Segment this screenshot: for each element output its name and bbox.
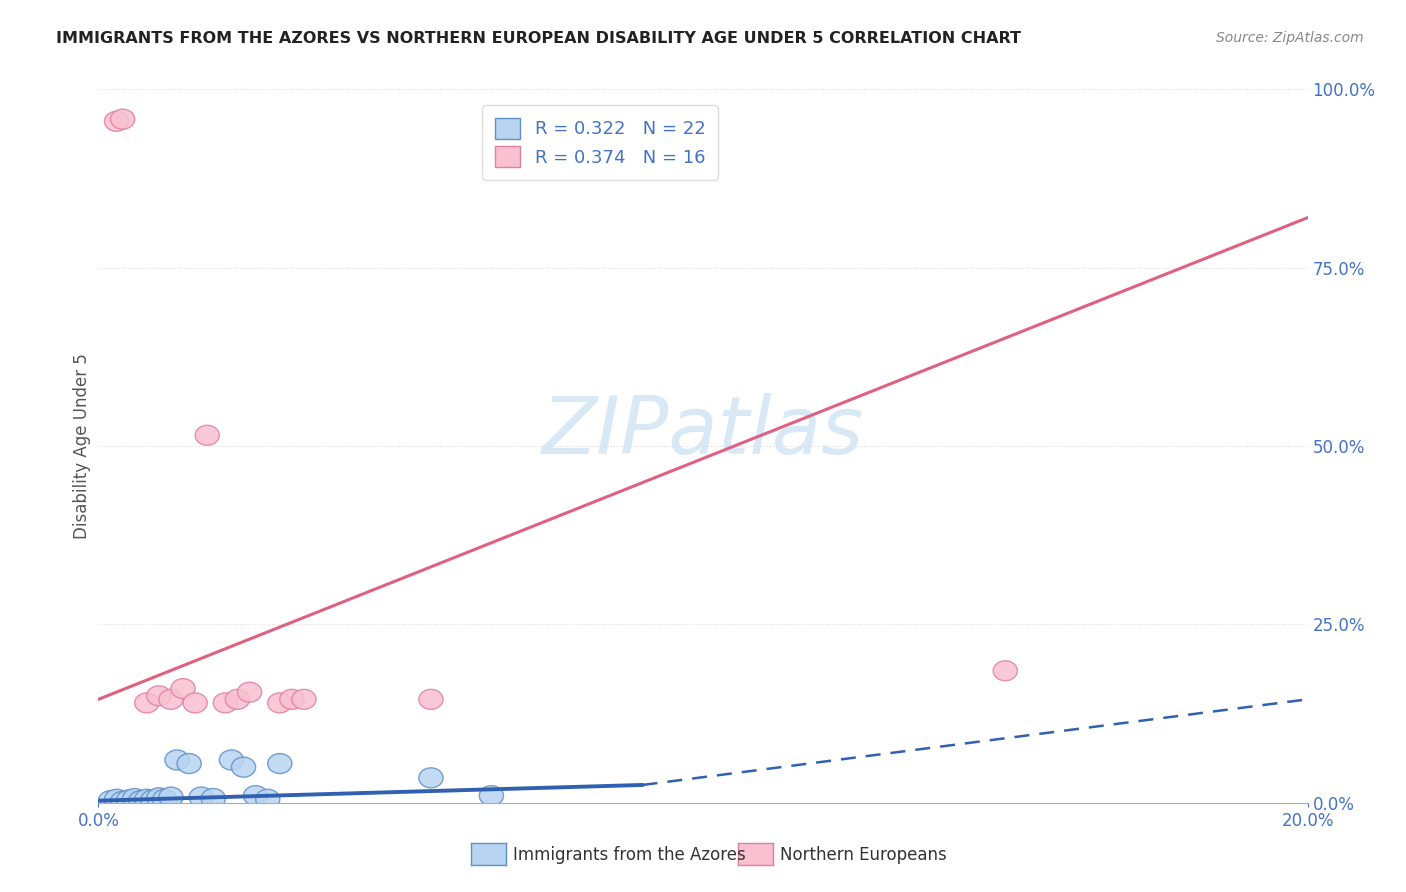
Ellipse shape bbox=[135, 693, 159, 713]
Ellipse shape bbox=[172, 679, 195, 698]
Ellipse shape bbox=[135, 789, 159, 809]
Ellipse shape bbox=[267, 693, 292, 713]
Text: IMMIGRANTS FROM THE AZORES VS NORTHERN EUROPEAN DISABILITY AGE UNDER 5 CORRELATI: IMMIGRANTS FROM THE AZORES VS NORTHERN E… bbox=[56, 31, 1021, 46]
Ellipse shape bbox=[292, 690, 316, 709]
Text: ZIPatlas: ZIPatlas bbox=[541, 392, 865, 471]
Ellipse shape bbox=[159, 690, 183, 709]
Ellipse shape bbox=[141, 790, 165, 810]
Ellipse shape bbox=[165, 750, 190, 770]
Ellipse shape bbox=[256, 789, 280, 809]
Ellipse shape bbox=[267, 754, 292, 773]
Ellipse shape bbox=[479, 786, 503, 805]
Text: Source: ZipAtlas.com: Source: ZipAtlas.com bbox=[1216, 31, 1364, 45]
Ellipse shape bbox=[122, 789, 146, 808]
Ellipse shape bbox=[201, 789, 225, 808]
Ellipse shape bbox=[129, 790, 153, 811]
Ellipse shape bbox=[153, 789, 177, 809]
Ellipse shape bbox=[232, 757, 256, 777]
Ellipse shape bbox=[238, 682, 262, 702]
Ellipse shape bbox=[146, 686, 172, 706]
Y-axis label: Disability Age Under 5: Disability Age Under 5 bbox=[73, 353, 91, 539]
Ellipse shape bbox=[190, 787, 214, 807]
Ellipse shape bbox=[993, 661, 1018, 681]
Text: Northern Europeans: Northern Europeans bbox=[780, 846, 948, 863]
Ellipse shape bbox=[111, 109, 135, 129]
Ellipse shape bbox=[111, 791, 135, 812]
Ellipse shape bbox=[183, 693, 207, 713]
Ellipse shape bbox=[214, 693, 238, 713]
Ellipse shape bbox=[98, 790, 122, 811]
Ellipse shape bbox=[104, 112, 129, 131]
Ellipse shape bbox=[243, 786, 267, 805]
Ellipse shape bbox=[104, 789, 129, 809]
Ellipse shape bbox=[195, 425, 219, 445]
Ellipse shape bbox=[419, 690, 443, 709]
Legend: R = 0.322   N = 22, R = 0.374   N = 16: R = 0.322 N = 22, R = 0.374 N = 16 bbox=[482, 105, 718, 179]
Ellipse shape bbox=[280, 690, 304, 709]
Ellipse shape bbox=[219, 750, 243, 770]
Ellipse shape bbox=[117, 790, 141, 810]
Ellipse shape bbox=[419, 768, 443, 788]
Text: Immigrants from the Azores: Immigrants from the Azores bbox=[513, 846, 747, 863]
Ellipse shape bbox=[159, 787, 183, 807]
Ellipse shape bbox=[146, 788, 172, 808]
Ellipse shape bbox=[177, 754, 201, 773]
Ellipse shape bbox=[225, 690, 250, 709]
